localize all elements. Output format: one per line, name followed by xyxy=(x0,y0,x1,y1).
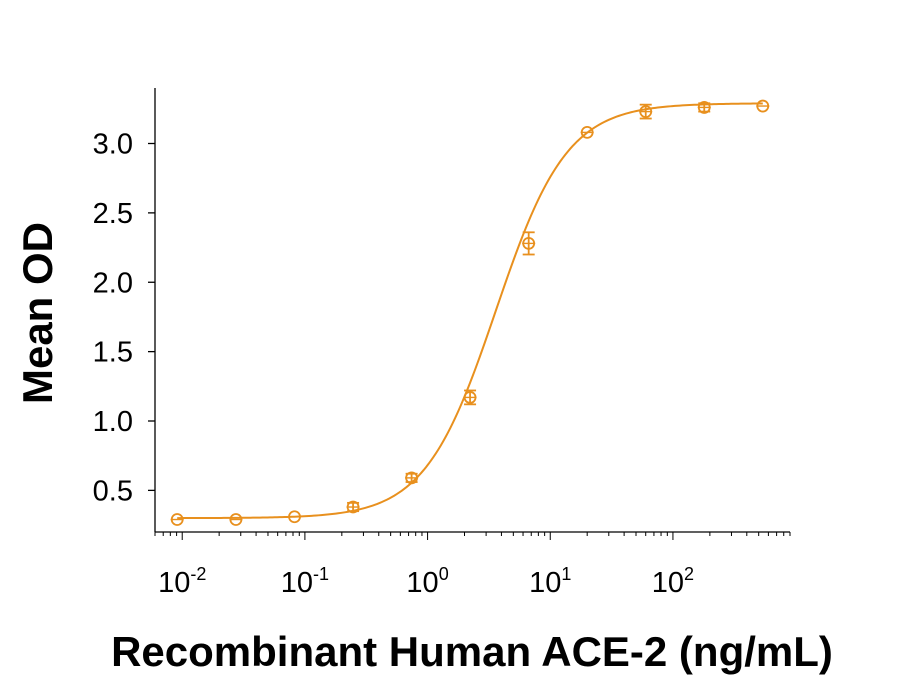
y-tick-label: 1.0 xyxy=(93,406,133,438)
x-tick-exponent: 2 xyxy=(684,564,694,584)
y-tick-label: 1.5 xyxy=(93,337,133,369)
x-tick-base: 10 xyxy=(652,567,684,599)
data-points xyxy=(170,99,770,526)
y-tick-label: 2.5 xyxy=(93,198,133,230)
x-tick-label: 102 xyxy=(652,564,694,599)
data-point xyxy=(580,125,594,139)
x-tick-label: 100 xyxy=(406,564,448,599)
fit-curve xyxy=(177,102,763,520)
data-point xyxy=(756,99,770,113)
data-point xyxy=(697,101,711,114)
y-tick-label: 3.0 xyxy=(93,129,133,161)
axes xyxy=(154,88,790,533)
y-axis-title: Mean OD xyxy=(14,222,61,404)
ticks: 0.51.01.52.02.53.010-2 10-1 100 101 102 xyxy=(93,129,791,599)
data-point xyxy=(463,389,477,406)
data-point xyxy=(405,471,419,485)
x-tick-label: 101 xyxy=(529,564,571,599)
y-tick-label: 0.5 xyxy=(93,475,133,507)
x-tick-exponent: 0 xyxy=(439,564,449,584)
data-point xyxy=(639,103,653,120)
data-point xyxy=(288,510,302,524)
y-tick-label: 2.0 xyxy=(93,267,133,299)
x-tick-label: 10-2 xyxy=(158,564,206,599)
x-tick-base: 10 xyxy=(158,567,190,599)
x-tick-base: 10 xyxy=(529,567,561,599)
data-point xyxy=(346,500,360,514)
data-point xyxy=(522,231,536,256)
x-tick-base: 10 xyxy=(281,567,313,599)
data-point xyxy=(170,513,184,526)
x-axis-title: Recombinant Human ACE-2 (ng/mL) xyxy=(111,628,833,675)
x-tick-exponent: 1 xyxy=(561,564,571,584)
x-tick-label: 10-1 xyxy=(281,564,329,599)
x-tick-exponent: -2 xyxy=(190,564,206,584)
data-point xyxy=(229,513,243,526)
x-tick-exponent: -1 xyxy=(313,564,329,584)
x-tick-base: 10 xyxy=(406,567,438,599)
